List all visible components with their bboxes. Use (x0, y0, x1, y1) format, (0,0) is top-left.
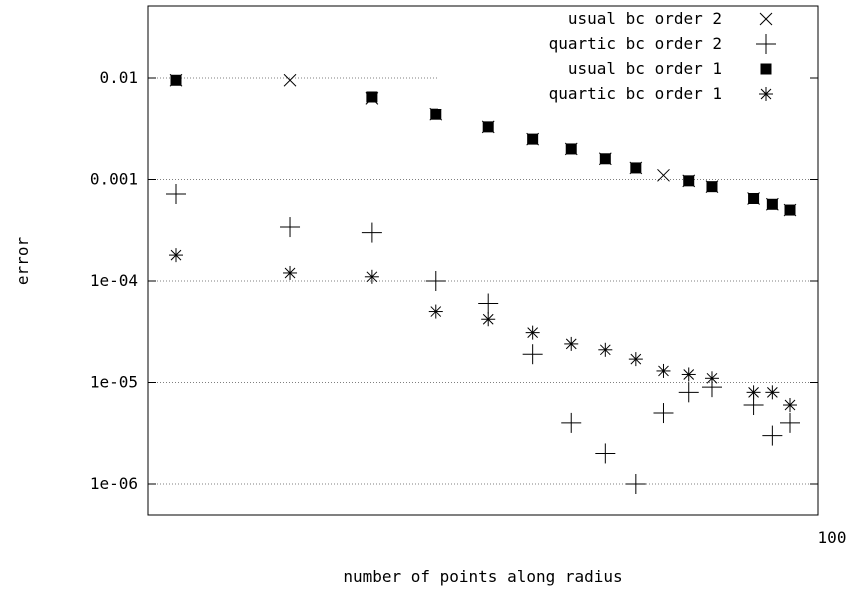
filled-square-marker (706, 181, 718, 193)
plus-marker (756, 34, 776, 54)
y-tick-label: 1e-04 (90, 271, 138, 290)
grid-lines (148, 77, 818, 485)
asterisk-marker (564, 336, 579, 351)
asterisk-marker (759, 87, 773, 101)
x-axis-label: number of points along radius (343, 567, 622, 586)
x-tick-label: 100 (818, 528, 847, 547)
plus-marker (361, 222, 382, 243)
plot-frame (147, 5, 819, 516)
plus-marker (780, 412, 800, 433)
asterisk-marker (364, 269, 379, 284)
asterisk-marker (283, 265, 298, 280)
legend-label: quartic bc order 2 (549, 34, 722, 53)
series-plus (166, 183, 800, 494)
series-asterisk (169, 248, 797, 413)
filled-square-marker (683, 175, 695, 187)
asterisk-marker (525, 325, 540, 340)
filled-square-marker (760, 63, 772, 75)
plus-marker (425, 271, 446, 291)
series-filled-square (170, 74, 796, 216)
plus-marker (280, 217, 301, 238)
asterisk-marker (598, 342, 613, 357)
asterisk-marker (628, 352, 643, 367)
filled-square-marker (170, 74, 182, 86)
filled-square-marker (599, 153, 611, 165)
filled-square-marker (748, 192, 760, 204)
plus-marker (625, 474, 646, 494)
filled-square-marker (630, 162, 642, 174)
filled-square-marker (784, 204, 796, 216)
filled-square-marker (527, 133, 539, 145)
cross-marker (657, 168, 670, 182)
filled-square-marker (565, 143, 577, 155)
plus-marker (166, 183, 186, 204)
asterisk-marker (681, 367, 696, 382)
plus-marker (478, 293, 499, 314)
plus-marker (678, 382, 699, 403)
plus-marker (522, 344, 543, 365)
axis-ticks: 0.01 0.001 1e-04 1e-05 1e-06 100 (90, 68, 847, 547)
plus-marker (653, 403, 674, 424)
asterisk-marker (428, 304, 443, 319)
cross-marker (283, 73, 297, 87)
filled-square-marker (482, 121, 494, 133)
plus-marker (561, 412, 582, 433)
legend-label: usual bc order 2 (568, 9, 722, 28)
asterisk-marker (481, 312, 496, 327)
y-tick-label: 1e-06 (90, 474, 138, 493)
y-axis-label: error (13, 237, 32, 286)
asterisk-marker (783, 398, 797, 413)
plus-marker (762, 425, 783, 446)
filled-square-marker (766, 198, 778, 210)
asterisk-marker (746, 385, 761, 400)
plus-marker (595, 443, 616, 464)
y-tick-label: 0.001 (90, 170, 138, 189)
legend: usual bc order 2 quartic bc order 2 usual … (549, 9, 776, 103)
legend-background (438, 9, 814, 109)
legend-label: quartic bc order 1 (549, 84, 722, 103)
y-tick-label: 0.01 (99, 68, 138, 87)
legend-label: usual bc order 1 (568, 59, 722, 78)
filled-square-marker (430, 108, 442, 120)
filled-square-marker (366, 91, 378, 103)
data-markers (166, 73, 800, 494)
cross-marker (759, 12, 773, 26)
asterisk-marker (656, 363, 671, 378)
asterisk-marker (704, 371, 719, 386)
asterisk-marker (169, 248, 183, 263)
asterisk-marker (765, 385, 780, 400)
y-tick-label: 1e-05 (90, 373, 138, 392)
